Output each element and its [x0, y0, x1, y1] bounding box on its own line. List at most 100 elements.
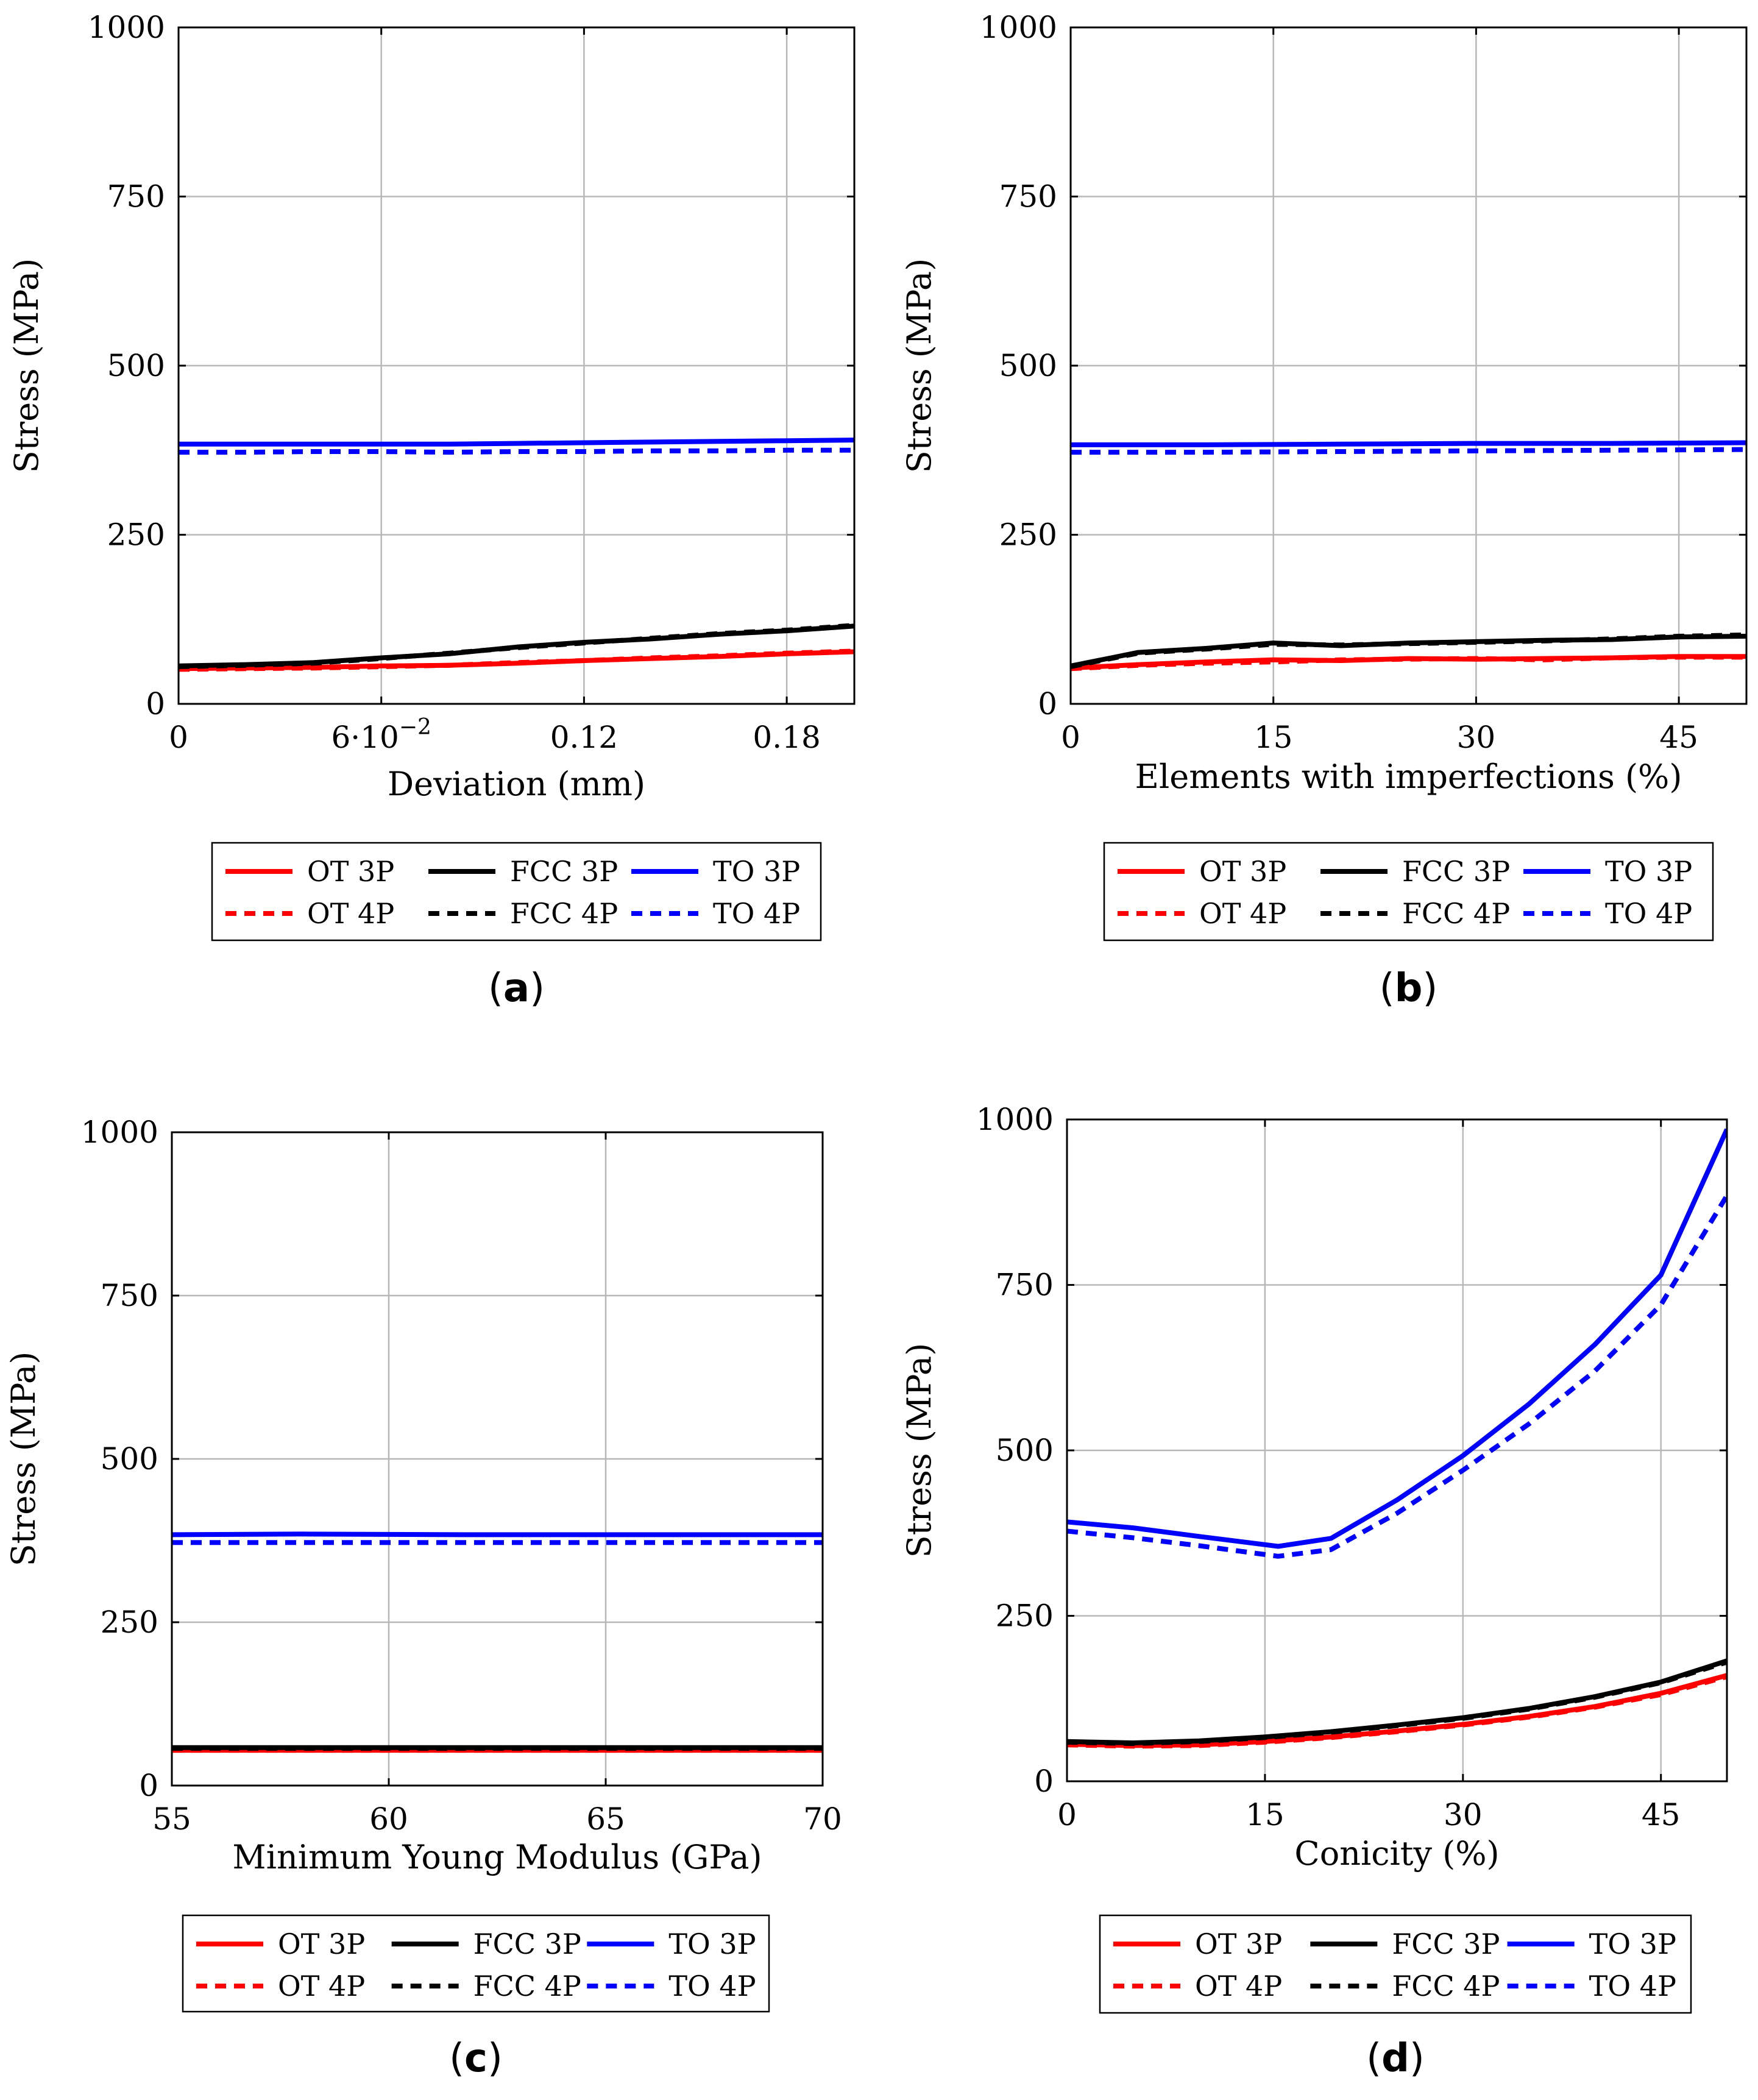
legend: OT 3P FCC 3P TO 3P OT 4P FCC 4P TO 4P: [182, 1914, 770, 2013]
legend-label: TO 4P: [668, 1970, 756, 2002]
panel-label-letter: b: [1395, 966, 1423, 1011]
legend-label: TO 3P: [668, 1928, 756, 1960]
y-tick-label: 1000: [980, 10, 1057, 45]
y-tick-label: 1000: [81, 1115, 158, 1150]
legend-label: OT 4P: [307, 897, 394, 930]
panel-label-open-paren: (: [1366, 2036, 1381, 2081]
panel-label-letter: c: [464, 2036, 487, 2081]
panel-label: (b): [1380, 966, 1438, 1011]
legend: OT 3P FCC 3P TO 3P OT 4P FCC 4P TO 4P: [1099, 1914, 1692, 2014]
legend: OT 3P FCC 3P TO 3P OT 4P FCC 4P TO 4P: [211, 842, 822, 942]
series-line-to-3p: [1071, 440, 1746, 447]
series-line-to-4p: [1067, 1194, 1727, 1559]
x-tick-label: 15: [1246, 1797, 1285, 1832]
legend-label: FCC 4P: [1402, 897, 1510, 930]
x-tick-label: 65: [586, 1801, 625, 1837]
series-line-ot-3p: [179, 649, 854, 672]
panel-label-letter: a: [503, 966, 530, 1011]
series-line-to-4p: [1071, 447, 1746, 455]
legend-label: FCC 3P: [1392, 1928, 1500, 1960]
legend-label: OT 3P: [1199, 855, 1286, 888]
y-tick-label: 0: [146, 686, 165, 722]
x-axis-label: Conicity (%): [1294, 1834, 1499, 1873]
x-tick-label: 6·10−2: [331, 715, 431, 755]
series-line-ot-3p: [1067, 1673, 1727, 1748]
panel-label-open-paren: (: [1380, 966, 1395, 1011]
y-tick-label: 1000: [976, 1102, 1054, 1137]
x-tick-label: 15: [1254, 720, 1293, 755]
x-tick-label: 30: [1457, 720, 1496, 755]
series-line-ot-4p: [1067, 1674, 1727, 1749]
legend-box: [182, 1914, 770, 2013]
y-axis-label: Stress (MPa): [900, 258, 938, 474]
series-line-to-4p: [179, 447, 854, 455]
y-axis-label: Stress (MPa): [7, 258, 46, 474]
legend-label: TO 4P: [713, 897, 800, 930]
series-line-to-3p: [1067, 1128, 1727, 1549]
x-tick-label: 45: [1642, 1797, 1681, 1832]
legend-label: OT 4P: [1199, 897, 1286, 930]
y-tick-label: 500: [996, 1433, 1054, 1468]
y-tick-label: 250: [999, 517, 1057, 553]
x-tick-label: 45: [1659, 720, 1698, 755]
y-tick-label: 750: [101, 1278, 158, 1313]
series-line-fcc-4p: [1067, 1659, 1727, 1747]
y-tick-label: 750: [999, 179, 1057, 215]
y-tick-label: 250: [996, 1598, 1054, 1634]
x-tick-label: 0: [1061, 720, 1080, 755]
x-axis-label: Elements with imperfections (%): [1135, 757, 1682, 796]
series-line-fcc-3p: [179, 623, 854, 669]
legend-label: OT 3P: [278, 1928, 365, 1960]
y-tick-label: 1000: [88, 10, 165, 45]
legend-box: [1099, 1914, 1692, 2014]
panel-label: (c): [449, 2036, 503, 2081]
y-axis-label: Stress (MPa): [4, 1352, 43, 1567]
legend-label: TO 4P: [1605, 897, 1692, 930]
panel-label-close-paren: ): [1422, 966, 1437, 1011]
legend-label: TO 3P: [713, 855, 800, 888]
y-tick-label: 750: [996, 1268, 1054, 1303]
x-tick-label: 0.12: [550, 720, 618, 755]
x-tick-label: 0: [1057, 1797, 1077, 1832]
panel-label-close-paren: ): [487, 2036, 503, 2081]
y-tick-label: 250: [107, 517, 165, 553]
x-tick-label: 30: [1444, 1797, 1483, 1832]
legend-label: FCC 3P: [1402, 855, 1510, 888]
panel-label-close-paren: ): [1409, 2036, 1425, 2081]
legend-label: TO 3P: [1605, 855, 1692, 888]
y-tick-label: 250: [101, 1605, 158, 1640]
y-axis-label: Stress (MPa): [900, 1343, 938, 1558]
panel-b: 0 15 30 45 0 250 500 750 1000 Elements with imper…: [900, 10, 1748, 1011]
panel-a: 0 6·10−2 0.12 0.18 0 250 500 750 1000 Deviation (…: [7, 10, 856, 1011]
panel-label: (a): [488, 966, 545, 1011]
panel-label: (d): [1366, 2036, 1425, 2081]
legend-label: OT 4P: [1195, 1970, 1282, 2002]
panel-label-close-paren: ): [530, 966, 545, 1011]
panel-d: 0 15 30 45 0 250 500 750 1000 Conicity (%) Stress …: [900, 1102, 1728, 2081]
y-tick-label: 0: [1038, 686, 1057, 722]
series-line-fcc-4p: [1071, 632, 1746, 669]
legend-box: [211, 842, 822, 942]
x-axis-label: Minimum Young Modulus (GPa): [232, 1838, 762, 1876]
y-tick-label: 0: [139, 1768, 158, 1803]
y-tick-label: 500: [107, 348, 165, 383]
x-tick-label: 0: [169, 720, 188, 755]
legend: OT 3P FCC 3P TO 3P OT 4P FCC 4P TO 4P: [1103, 842, 1714, 942]
x-tick-label: 0.18: [753, 720, 820, 755]
legend-label: OT 4P: [278, 1970, 365, 2002]
y-tick-label: 500: [999, 348, 1057, 383]
legend-label: OT 3P: [307, 855, 394, 888]
legend-label: OT 3P: [1195, 1928, 1282, 1960]
panel-label-open-paren: (: [488, 966, 503, 1011]
series-line-to-3p: [179, 438, 854, 447]
y-tick-label: 0: [1034, 1764, 1054, 1799]
x-tick-label: 60: [369, 1801, 408, 1837]
legend-box: [1103, 842, 1714, 942]
series-line-ot-3p: [1071, 654, 1746, 671]
legend-label: TO 4P: [1589, 1970, 1676, 2002]
x-tick-label: 70: [803, 1801, 842, 1837]
x-tick-label: 55: [152, 1801, 191, 1837]
panel-label-letter: d: [1381, 2036, 1409, 2081]
legend-label: TO 3P: [1589, 1928, 1676, 1960]
